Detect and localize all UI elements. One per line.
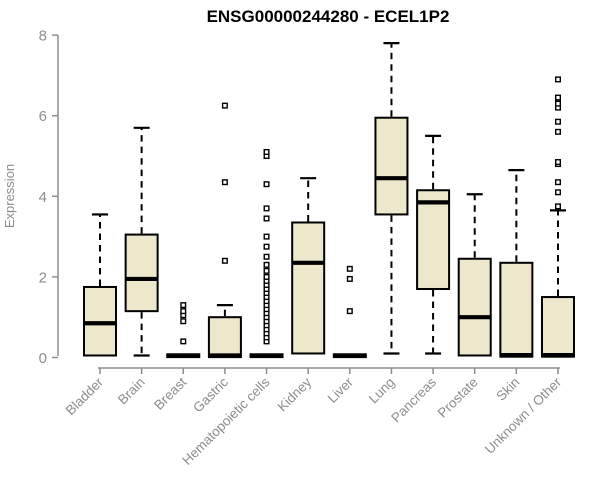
outlier-point [221,102,228,109]
y-tick-label: 0 [39,350,47,367]
outlier-point [221,257,228,264]
outlier-point [263,181,270,188]
box-group-brain [124,126,159,357]
box-group-gastric [207,102,242,359]
iqr-box [374,116,409,216]
outlier-point [180,308,187,315]
iqr-box [540,296,575,358]
outlier-point [554,179,561,186]
outlier-point [554,189,561,196]
outlier-point [263,205,270,212]
y-tick-label: 4 [39,189,47,206]
outlier-point [180,338,187,345]
outlier-point [263,261,270,268]
y-tick-label: 8 [39,28,47,45]
box-group-pancreas [416,134,451,355]
x-tick-label: Skin [493,375,522,404]
box-group-prostate [457,193,492,357]
box-group-kidney [291,177,326,355]
outlier-point [263,243,270,250]
x-tick-label: Unknown / Other [482,374,565,457]
iqr-box [416,189,451,290]
x-tick-label: Liver [325,374,357,406]
box-group-breast [166,302,201,359]
boxes [83,42,575,359]
x-tick-label: Bladder [63,374,107,418]
y-tick-label: 2 [39,269,47,286]
box-group-bladder [83,213,117,357]
x-tick-label: Kidney [275,374,315,414]
outlier-point [221,179,228,186]
x-tick-label: Lung [366,375,398,407]
outlier-point [554,100,561,107]
x-tick-label: Gastric [190,374,231,415]
x-tick-label: Breast [151,374,189,412]
outlier-point [263,253,270,260]
outlier-point [180,318,187,325]
iqr-box [457,257,492,357]
outlier-point [263,215,270,222]
outlier-point [180,302,187,309]
iqr-box [499,261,534,358]
box-group-hematopoietic-cells [249,148,284,359]
chart-title: ENSG00000244280 - ECEL1P2 [207,7,450,26]
box-group-unknown-other [540,76,575,358]
outlier-point [554,159,561,166]
outlier-point [346,308,353,315]
outlier-point [346,265,353,272]
iqr-box [124,233,159,313]
box-group-skin [499,169,534,358]
outlier-point [263,273,270,280]
x-tick-label: Brain [115,375,148,408]
outlier-point [554,76,561,83]
x-tick-label: Pancreas [388,374,439,425]
box-group-lung [374,42,409,355]
box-group-liver [332,265,367,359]
iqr-box [291,221,326,355]
outlier-point [263,148,270,155]
y-axis-label: Expression [2,164,17,228]
iqr-box [207,316,242,359]
x-tick-label: Prostate [435,375,481,421]
outlier-point [263,267,270,274]
outlier-point [554,128,561,135]
outlier-point [554,94,561,101]
outlier-point [346,275,353,282]
y-tick-label: 6 [39,108,47,125]
outlier-point [554,203,561,210]
outlier-point [263,233,270,240]
outlier-point [554,118,561,125]
